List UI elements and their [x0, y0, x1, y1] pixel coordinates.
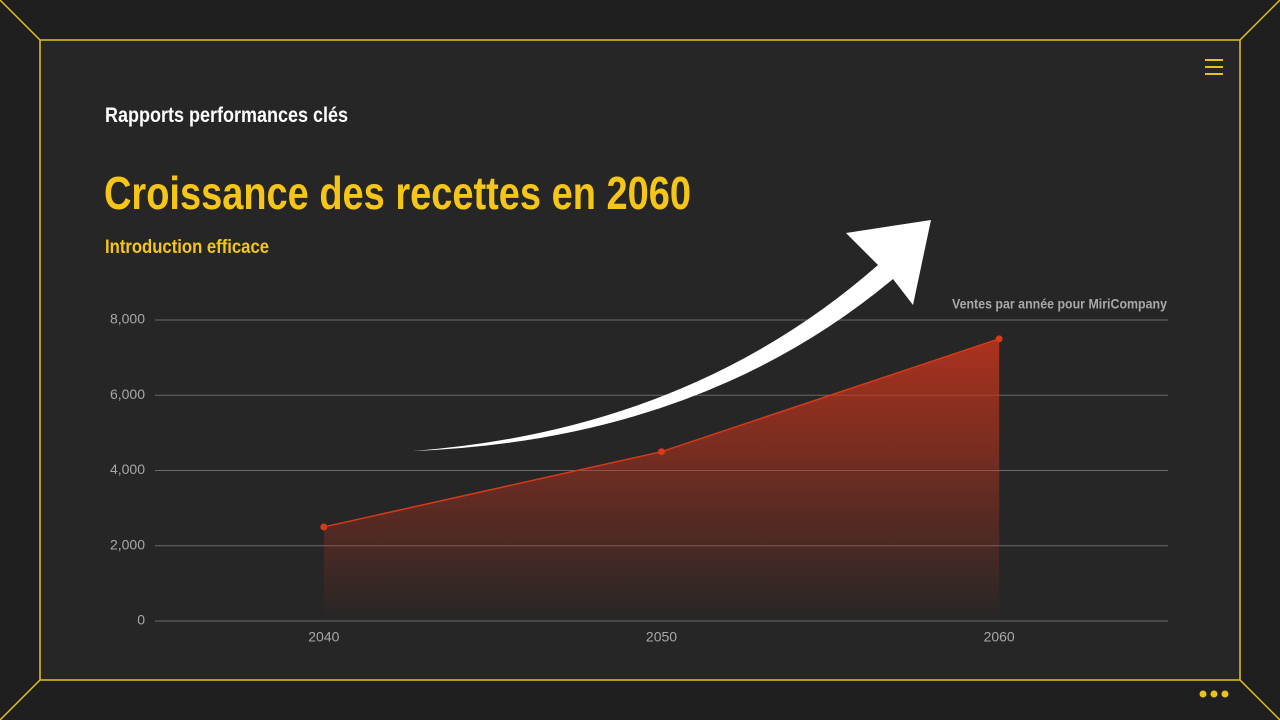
subtitle: Introduction efficace	[105, 237, 269, 258]
y-tick-label: 6,000	[110, 386, 145, 402]
growth-arrow	[413, 220, 931, 451]
x-tick-label: 2060	[984, 629, 1015, 645]
x-tick-label: 2040	[308, 629, 339, 645]
y-tick-label: 2,000	[110, 536, 145, 552]
point	[320, 523, 328, 531]
point	[658, 448, 665, 456]
x-tick-label: 2050	[646, 629, 677, 645]
menu-icon[interactable]	[1205, 59, 1223, 75]
y-tick-label: 8,000	[110, 311, 145, 327]
y-tick-label: 4,000	[110, 461, 145, 477]
point	[995, 335, 1003, 343]
kicker: Rapports performances clés	[105, 104, 348, 127]
y-tick-label: 0	[137, 612, 145, 628]
title: Croissance des recettes en 2060	[104, 167, 691, 219]
plot: 0 2,000 4,000 6,000 8,000 2040 2050 2060	[110, 311, 1168, 645]
more-icon[interactable]	[1199, 690, 1229, 698]
chart-title: Ventes par année pour MiriCompany	[952, 296, 1167, 312]
area	[323, 338, 1000, 621]
